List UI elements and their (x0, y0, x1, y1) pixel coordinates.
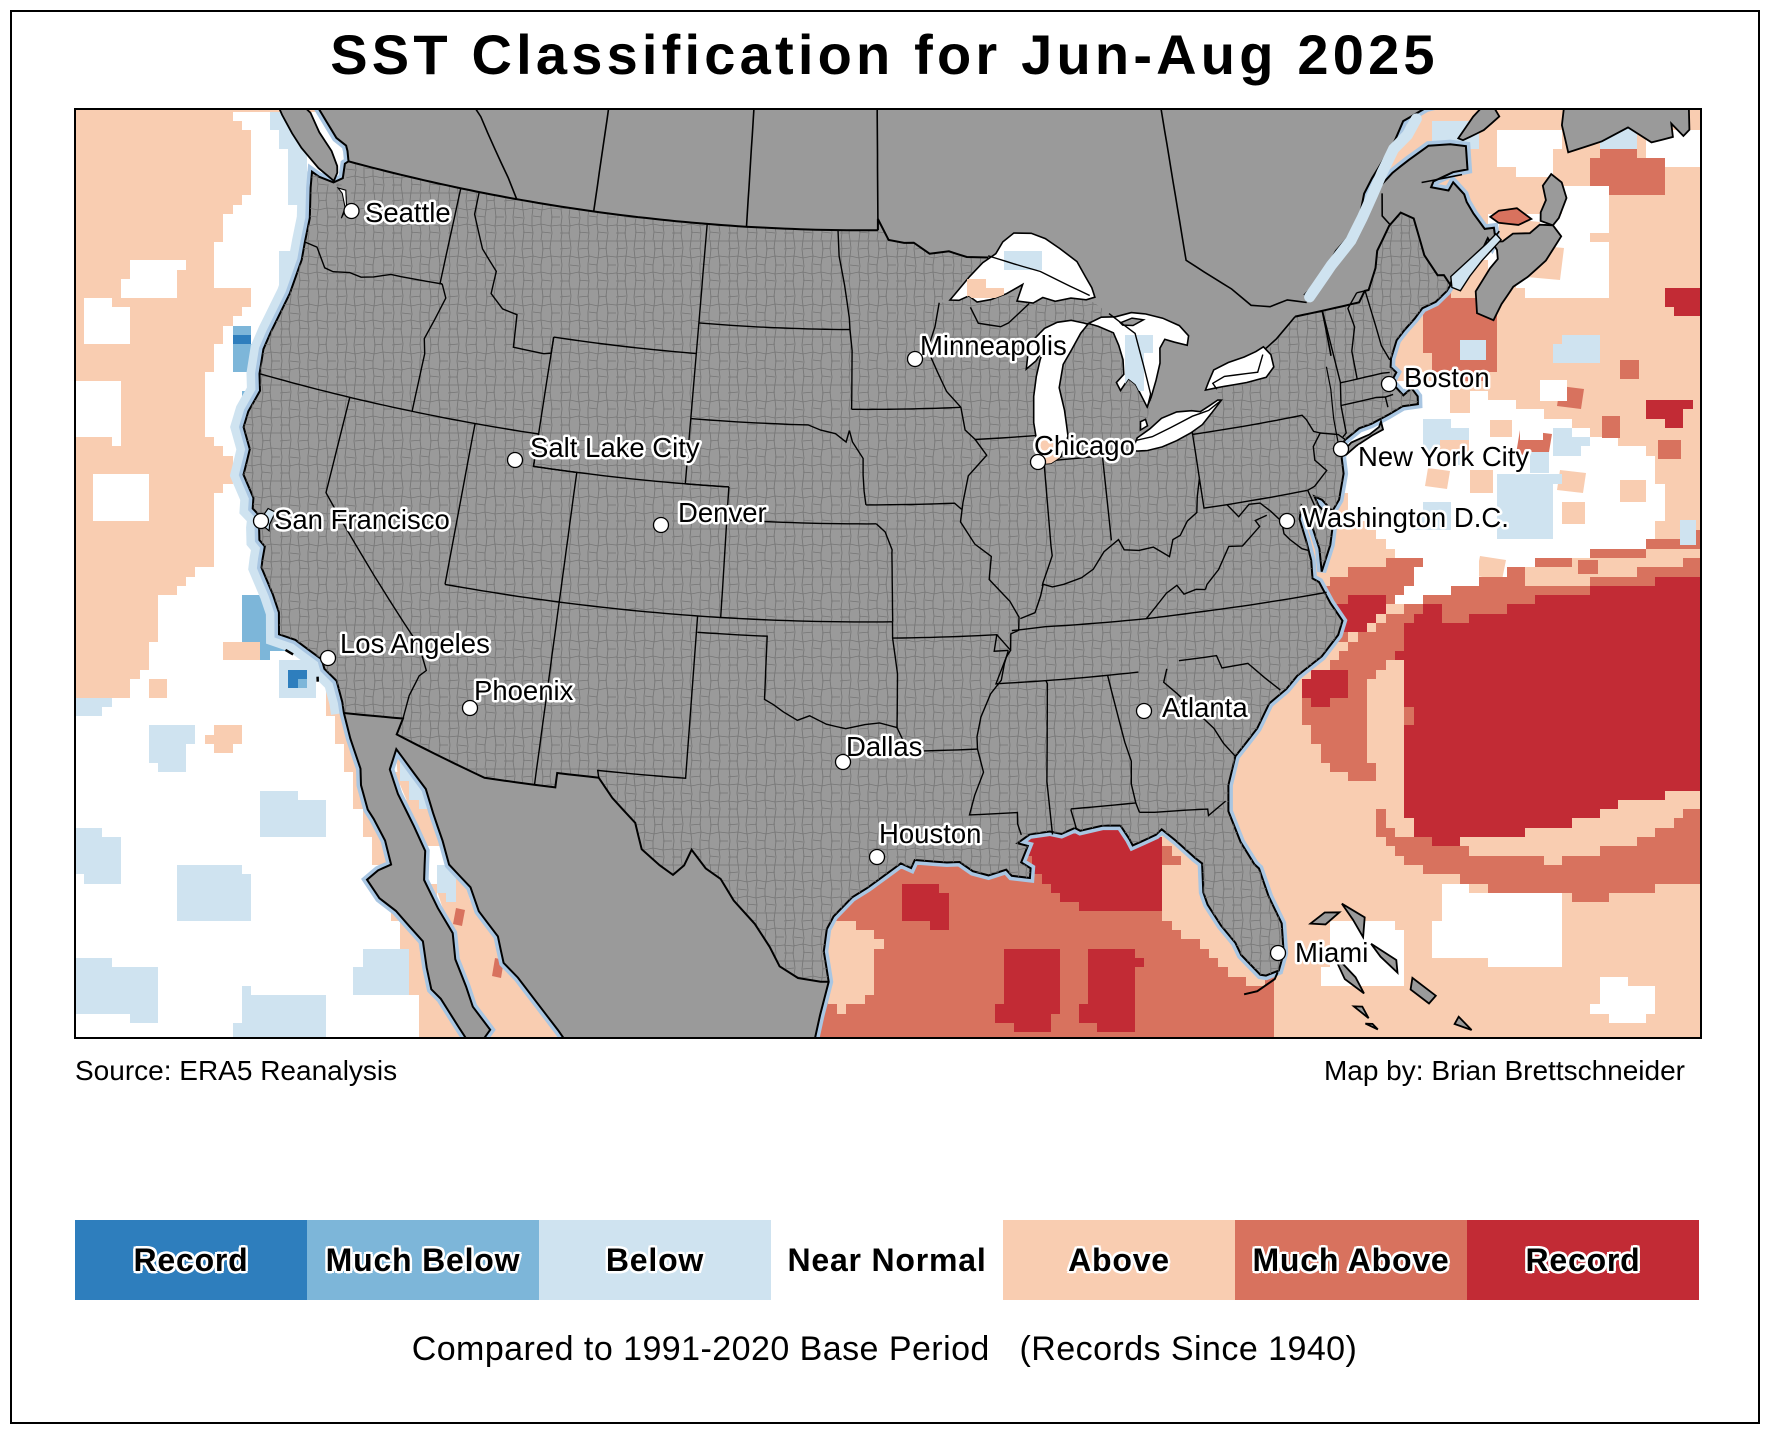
svg-text:Dallas: Dallas (846, 731, 922, 762)
svg-text:Miami: Miami (1295, 937, 1368, 968)
svg-text:Los Angeles: Los Angeles (340, 628, 490, 659)
svg-text:Salt Lake City: Salt Lake City (530, 432, 700, 463)
svg-text:Chicago: Chicago (1034, 430, 1135, 461)
svg-text:Phoenix: Phoenix (474, 675, 574, 706)
svg-text:Washington D.C.: Washington D.C. (1302, 502, 1509, 533)
svg-text:Atlanta: Atlanta (1162, 692, 1248, 723)
svg-text:New York City: New York City (1358, 441, 1529, 472)
svg-text:Seattle: Seattle (365, 197, 451, 228)
svg-text:Houston: Houston (879, 818, 981, 849)
svg-text:San Francisco: San Francisco (274, 504, 450, 535)
svg-text:Boston: Boston (1404, 362, 1490, 393)
svg-text:Minneapolis: Minneapolis (920, 330, 1067, 361)
svg-text:Denver: Denver (678, 497, 767, 528)
